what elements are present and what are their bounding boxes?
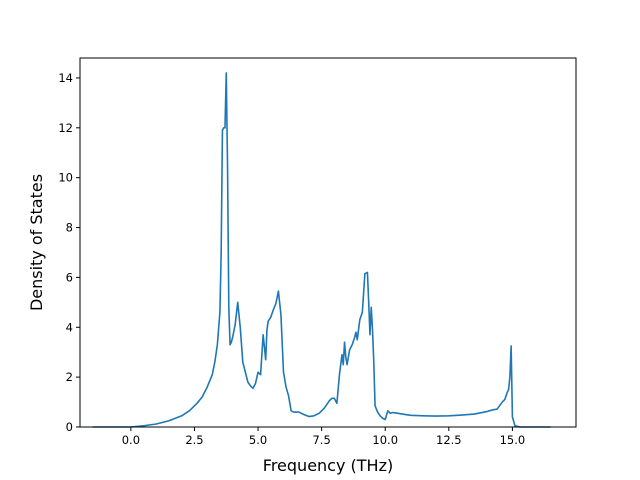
y-tick-label: 14 [58,71,73,85]
y-tick-label: 2 [66,370,73,384]
y-axis-label: Density of States [27,174,46,311]
y-tick-label: 12 [58,121,73,135]
x-tick-label: 2.5 [185,433,203,447]
series-layer [92,72,551,428]
plot-frame [79,57,577,428]
ticks-layer: 0.0 2.5 5.0 7.5 10.0 12.5 15.0 0 2 4 6 8 10 12 14 [58,71,525,447]
x-axis-label: Frequency (THz) [263,456,393,475]
y-tick-label: 0 [66,420,73,434]
y-tick-label: 4 [66,320,73,334]
x-tick-label: 0.0 [122,433,140,447]
x-tick-label: 10.0 [372,433,398,447]
x-tick-label: 12.5 [436,433,462,447]
y-tick-label: 6 [66,270,73,284]
y-tick-label: 8 [66,221,73,235]
dos-series-line [92,72,551,428]
x-tick-label: 5.0 [249,433,267,447]
x-tick-label: 15.0 [500,433,526,447]
x-tick-label: 7.5 [312,433,330,447]
y-tick-label: 10 [58,171,73,185]
